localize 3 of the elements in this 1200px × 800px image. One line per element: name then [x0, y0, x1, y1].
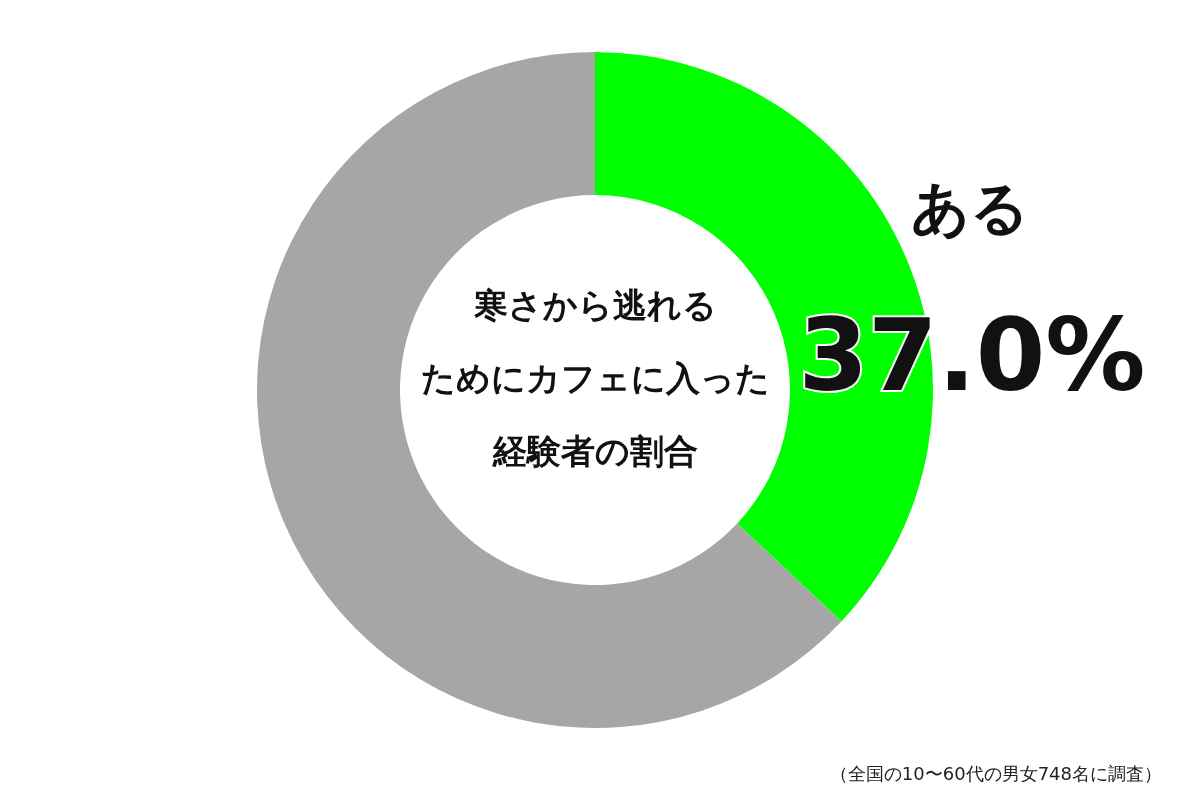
text: （全国の10〜60代の男女748名に調査） [829, 763, 1162, 784]
text: 寒さから逃れるためにカフェに入った経験者の割合 [420, 284, 770, 471]
slice-label: ある [911, 174, 1029, 242]
